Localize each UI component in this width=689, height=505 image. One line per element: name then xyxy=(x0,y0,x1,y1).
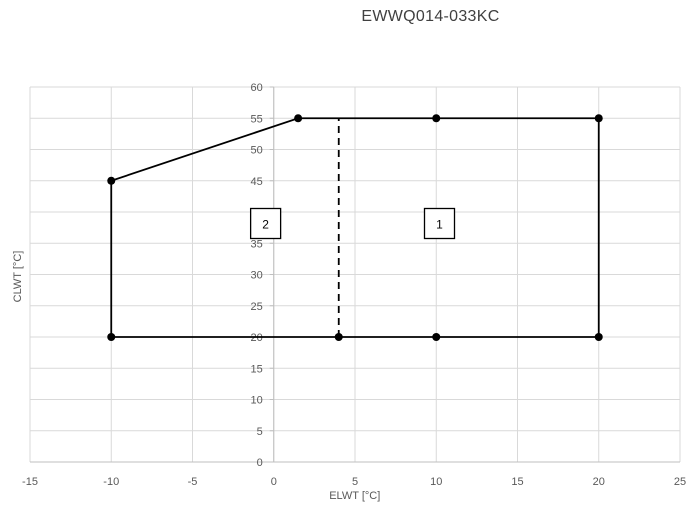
zone-label-text: 1 xyxy=(436,218,443,232)
data-point xyxy=(432,114,441,123)
x-tick-label: 20 xyxy=(593,476,605,488)
gridlines xyxy=(29,86,681,463)
zone-label: 1 xyxy=(423,207,456,240)
x-tick-label: -5 xyxy=(188,476,198,488)
data-point xyxy=(594,114,603,123)
data-point xyxy=(432,333,441,341)
x-tick-label: 10 xyxy=(430,476,442,488)
x-tick-label: 15 xyxy=(511,476,523,488)
tick-labels: -15-10-505101520250510152025303540455055… xyxy=(22,82,686,488)
data-point xyxy=(294,114,303,123)
y-tick-label: 20 xyxy=(251,332,263,344)
y-axis-label: CLWT [°C] xyxy=(12,251,24,303)
zone-label: 2 xyxy=(249,207,282,240)
y-tick-label: 60 xyxy=(251,82,263,94)
chart-title: EWWQ014-033KC xyxy=(361,8,500,25)
x-tick-label: 25 xyxy=(674,476,686,488)
y-tick-label: 50 xyxy=(251,145,263,157)
data-point xyxy=(594,333,603,341)
data-point xyxy=(334,333,343,341)
zone-label-text: 2 xyxy=(262,218,269,232)
x-tick-label: 0 xyxy=(271,476,277,488)
zone-label-box xyxy=(249,207,282,240)
x-tick-label: -10 xyxy=(103,476,119,488)
y-tick-label: 35 xyxy=(251,238,263,250)
data-point xyxy=(107,333,116,341)
y-tick-label: 25 xyxy=(251,301,263,313)
x-axis-label: ELWT [°C] xyxy=(329,490,380,502)
x-tick-label: 5 xyxy=(352,476,358,488)
y-tick-label: 0 xyxy=(257,457,263,469)
y-tick-label: 15 xyxy=(251,363,263,375)
data-point xyxy=(107,176,116,185)
x-tick-label: -15 xyxy=(22,476,38,488)
zone-label-box xyxy=(423,207,456,240)
y-tick-label: 55 xyxy=(251,113,263,125)
y-tick-label: 30 xyxy=(251,270,263,282)
y-tick-label: 10 xyxy=(251,395,263,407)
y-tick-label: 45 xyxy=(251,176,263,188)
y-tick-label: 5 xyxy=(257,426,263,438)
data-markers xyxy=(107,114,603,341)
